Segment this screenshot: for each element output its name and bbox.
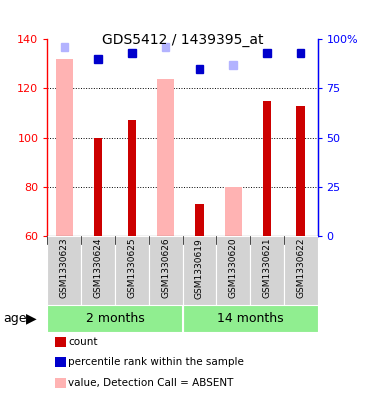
- Bar: [128, 49, 135, 57]
- Bar: [149, 236, 182, 305]
- Bar: [216, 236, 250, 305]
- Bar: [263, 101, 271, 236]
- Bar: [128, 120, 136, 236]
- Text: count: count: [69, 337, 98, 347]
- Bar: [182, 236, 216, 305]
- Bar: [263, 49, 270, 57]
- Bar: [56, 59, 73, 236]
- Text: percentile rank within the sample: percentile rank within the sample: [69, 357, 244, 367]
- Bar: [47, 305, 182, 332]
- Text: ▶: ▶: [26, 311, 36, 325]
- Bar: [284, 236, 318, 305]
- Text: GSM1330622: GSM1330622: [296, 238, 305, 298]
- Bar: [162, 43, 169, 51]
- Bar: [297, 49, 304, 57]
- Bar: [225, 187, 242, 236]
- Text: GSM1330621: GSM1330621: [262, 238, 272, 299]
- Bar: [230, 61, 237, 69]
- Bar: [296, 106, 305, 236]
- Text: value, Detection Call = ABSENT: value, Detection Call = ABSENT: [69, 378, 234, 388]
- Text: GSM1330626: GSM1330626: [161, 238, 170, 299]
- Bar: [95, 55, 102, 63]
- Bar: [115, 236, 149, 305]
- Text: 2 months: 2 months: [86, 312, 144, 325]
- Bar: [196, 65, 203, 73]
- Bar: [61, 43, 68, 51]
- Bar: [195, 204, 204, 236]
- Bar: [47, 236, 81, 305]
- Text: GSM1330624: GSM1330624: [93, 238, 103, 298]
- Bar: [182, 305, 318, 332]
- Bar: [157, 79, 174, 236]
- Text: GSM1330625: GSM1330625: [127, 238, 137, 299]
- Text: GSM1330619: GSM1330619: [195, 238, 204, 299]
- Bar: [250, 236, 284, 305]
- Text: age: age: [4, 312, 27, 325]
- Text: GDS5412 / 1439395_at: GDS5412 / 1439395_at: [102, 33, 263, 48]
- Bar: [81, 236, 115, 305]
- Bar: [94, 138, 102, 236]
- Text: GSM1330623: GSM1330623: [60, 238, 69, 299]
- Text: GSM1330620: GSM1330620: [228, 238, 238, 299]
- Text: 14 months: 14 months: [217, 312, 283, 325]
